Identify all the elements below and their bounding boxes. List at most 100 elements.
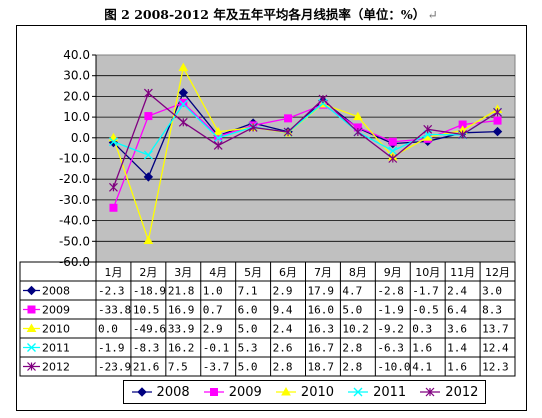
category-label: 9月 — [384, 266, 402, 279]
series-2009-point — [493, 116, 502, 125]
y-tick-label: -20.0 — [59, 172, 90, 186]
chart-title-text: 图 2 2008-2012 年及五年平均各月线损率（单位：%） — [104, 7, 426, 22]
series-2009-table-value: 16.9 — [168, 304, 195, 317]
series-2012-table-value: 2.8 — [342, 361, 362, 374]
series-2008-table-value: -2.3 — [98, 285, 125, 298]
legend-label: 2009 — [228, 384, 262, 400]
legend-key-2008 — [131, 387, 152, 397]
y-tick-label: -40.0 — [59, 214, 90, 228]
chart-title: 图 2 2008-2012 年及五年平均各月线损率（单位：%） ↵ — [0, 4, 542, 22]
legend-label: 2011 — [373, 384, 407, 400]
series-2012-table-value: 2.8 — [273, 361, 293, 374]
series-2011-table-value: 12.4 — [482, 342, 509, 355]
legend-key-marker — [425, 387, 435, 397]
series-2008-table-value: -18.9 — [133, 285, 166, 298]
series-2010-point — [213, 126, 224, 136]
series-2008-table-value: 2.4 — [447, 285, 467, 298]
legend-item-2011: 2011 — [347, 385, 406, 400]
series-2011-table-value: -6.3 — [377, 342, 404, 355]
series-2010-point — [143, 235, 154, 244]
series-2009-table-value: -33.8 — [98, 304, 131, 317]
category-label: 2月 — [139, 266, 157, 279]
legend-key-marker — [353, 387, 363, 397]
series-2012-table-value: 5.0 — [238, 361, 258, 374]
series-2011-table-value: -8.3 — [133, 342, 160, 355]
series-2012-point — [213, 141, 223, 150]
series-2008-table-value: 1.0 — [203, 285, 223, 298]
y-tick-label: 30.0 — [63, 69, 90, 83]
series-2009-table-value: 16.0 — [308, 304, 335, 317]
series-2010-table-value: -49.6 — [133, 323, 166, 336]
series-2010-table-value: 0.3 — [412, 323, 432, 336]
series-2012-table-value: 1.6 — [447, 361, 467, 374]
series-2008-table-value: -2.8 — [377, 285, 404, 298]
series-2010-table-value: 0.0 — [98, 323, 118, 336]
y-tick-label: 10.0 — [63, 110, 90, 124]
series-2009-table-value: 6.0 — [238, 304, 258, 317]
series-2011-table-value: 5.3 — [238, 342, 258, 355]
series-2011-table-value: 1.4 — [447, 342, 467, 355]
series-2012-point — [143, 88, 153, 98]
category-label: 10月 — [415, 266, 440, 279]
series-2009-table-value: -0.5 — [412, 304, 439, 317]
series-2008-point — [143, 172, 154, 182]
category-label: 5月 — [244, 266, 262, 279]
y-tick-label: -10.0 — [59, 152, 90, 166]
series-2012-point — [178, 117, 188, 127]
series-2008-table-value: 3.0 — [482, 285, 502, 298]
series-2012-table-value: -10.0 — [377, 361, 410, 374]
series-2012-point — [353, 127, 363, 137]
series-2011-table-value: 1.6 — [412, 342, 432, 355]
legend-key-2009 — [203, 388, 224, 396]
series-2012-table-value: 7.5 — [168, 361, 188, 374]
series-2008-table-value: 7.1 — [238, 285, 258, 298]
category-label: 12月 — [485, 266, 510, 279]
y-tick-label: -30.0 — [59, 193, 90, 207]
legend-label: 2008 — [156, 384, 190, 400]
y-tick-label: 20.0 — [63, 89, 90, 103]
series-2009-point — [388, 137, 397, 146]
series-2008-table-key-marker — [26, 285, 37, 296]
series-2012-point — [318, 94, 328, 104]
legend-item-2009: 2009 — [203, 385, 262, 400]
series-2010-table-value: 33.9 — [168, 323, 195, 336]
series-2012-table-key-marker — [27, 362, 36, 371]
legend-key-2012 — [420, 387, 441, 397]
series-2009-table-value: 0.7 — [203, 304, 223, 317]
series-2008-table-value: 21.8 — [168, 285, 195, 298]
series-2008-point — [492, 126, 503, 137]
legend-item-2012: 2012 — [419, 385, 478, 400]
series-2012-point — [458, 130, 468, 139]
series-2009-table-value: 8.3 — [482, 304, 502, 317]
series-2012-point — [388, 154, 398, 163]
category-label: 1月 — [104, 266, 122, 279]
y-tick-label: 0.0 — [71, 131, 90, 145]
series-2010-table-value: 2.9 — [203, 323, 223, 336]
series-2012-table-value: 12.3 — [482, 361, 509, 374]
series-2010-table-value: 16.3 — [308, 323, 335, 336]
series-2009-table-value: 10.5 — [133, 304, 160, 317]
series-2010-table-value: -9.2 — [377, 323, 404, 336]
series-2010-table-value: 13.7 — [482, 323, 509, 336]
series-2011-point — [213, 133, 223, 143]
series-2010-table-key-marker — [26, 323, 37, 332]
y-tick-label: -50.0 — [59, 234, 90, 248]
series-2012-point — [283, 127, 293, 137]
legend-item-2010: 2010 — [275, 385, 334, 400]
series-2009-point — [144, 112, 153, 121]
series-2010-table-name: 2010 — [42, 323, 70, 336]
series-2008-table-value: 4.7 — [342, 285, 362, 298]
series-2008-table-value: -1.7 — [412, 285, 439, 298]
series-2009-table-value: 6.4 — [447, 304, 467, 317]
legend-label: 2012 — [445, 384, 479, 400]
series-2012-table-value: -23.9 — [98, 361, 131, 374]
series-2009-point — [179, 98, 188, 107]
series-2010-table-value: 3.6 — [447, 323, 467, 336]
series-2011-table-name: 2011 — [42, 342, 70, 355]
series-2011-table-key-marker — [27, 343, 36, 352]
series-2012-table-value: 21.6 — [133, 361, 160, 374]
category-label: 8月 — [349, 266, 367, 279]
series-2010-table-value: 2.4 — [273, 323, 293, 336]
chart-legend: 2008 2009 2010 2011 2012 — [123, 380, 486, 404]
series-2011-table-value: -1.9 — [98, 342, 125, 355]
